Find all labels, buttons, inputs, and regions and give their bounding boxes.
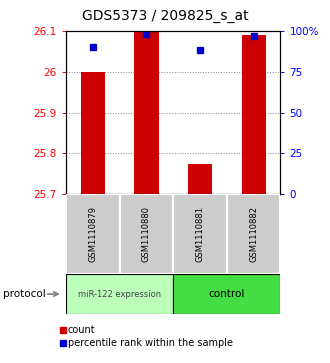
Bar [188, 164, 212, 194]
Bar [173, 194, 227, 274]
Bar [66, 274, 173, 314]
Text: GSM1110880: GSM1110880 [142, 206, 151, 262]
Bar [173, 274, 280, 314]
Text: GSM1110881: GSM1110881 [196, 206, 205, 262]
Bar [119, 194, 173, 274]
Text: count: count [68, 325, 95, 335]
Bar [66, 194, 119, 274]
Text: control: control [209, 289, 245, 299]
Text: GDS5373 / 209825_s_at: GDS5373 / 209825_s_at [82, 9, 248, 23]
Bar [242, 35, 266, 194]
Text: percentile rank within the sample: percentile rank within the sample [68, 338, 233, 348]
Text: GSM1110882: GSM1110882 [249, 206, 258, 262]
Text: GSM1110879: GSM1110879 [88, 206, 97, 262]
Bar [134, 31, 158, 194]
Text: miR-122 expression: miR-122 expression [78, 290, 161, 298]
Bar [81, 72, 105, 194]
Bar [227, 194, 280, 274]
Text: protocol: protocol [3, 289, 46, 299]
